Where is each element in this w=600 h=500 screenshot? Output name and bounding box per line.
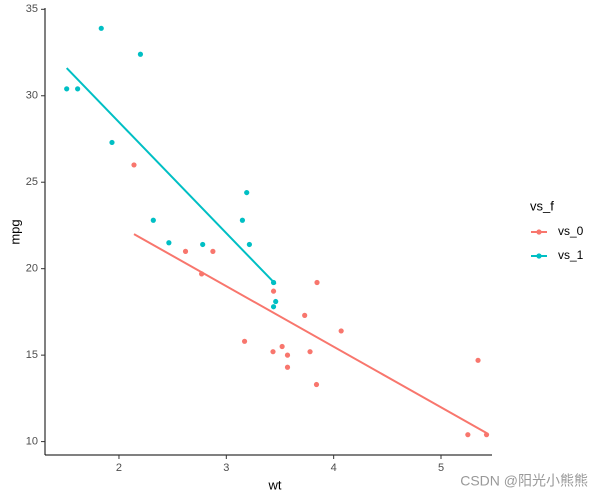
y-tick-label: 30 <box>26 90 38 102</box>
x-axis-title: wt <box>268 477 282 492</box>
point <box>75 86 81 92</box>
point <box>307 349 313 355</box>
point <box>475 357 481 363</box>
point <box>150 217 156 223</box>
point <box>64 86 70 92</box>
fit-line <box>133 233 488 434</box>
y-tick-label: 15 <box>26 349 38 361</box>
point <box>199 271 205 277</box>
legend-label: vs_1 <box>558 248 584 262</box>
watermark: CSDN @阳光小熊熊 <box>460 473 588 489</box>
point <box>137 51 144 57</box>
point <box>270 304 277 310</box>
point <box>210 248 216 254</box>
legend-key-point <box>536 253 542 259</box>
point <box>166 240 172 246</box>
x-tick-label: 2 <box>116 462 122 474</box>
y-tick-label: 25 <box>26 176 38 188</box>
point <box>273 298 279 305</box>
point <box>483 432 490 438</box>
y-tick-label: 10 <box>26 436 38 448</box>
y-tick-label: 20 <box>26 263 38 275</box>
point <box>279 343 285 350</box>
point <box>244 189 250 196</box>
point <box>241 338 248 344</box>
point <box>109 139 115 146</box>
point <box>338 328 344 334</box>
point <box>313 381 320 388</box>
point <box>314 279 320 286</box>
point <box>465 432 471 438</box>
point <box>284 352 291 358</box>
point <box>302 312 308 318</box>
point <box>131 162 137 168</box>
point <box>200 241 206 248</box>
point <box>182 248 189 254</box>
legend-key-point <box>536 229 542 235</box>
point <box>246 241 252 248</box>
y-axis-title: mpg <box>7 219 22 244</box>
point <box>270 279 277 286</box>
x-tick-label: 4 <box>331 462 337 474</box>
fit-line <box>65 67 277 285</box>
point <box>284 364 291 370</box>
x-tick-label: 3 <box>223 462 229 474</box>
x-tick-label: 5 <box>438 462 444 474</box>
legend-label: vs_0 <box>558 224 584 238</box>
legend-title: vs_f <box>530 198 554 213</box>
point <box>239 217 246 223</box>
point <box>270 288 277 294</box>
point <box>98 25 104 31</box>
point <box>270 349 276 355</box>
y-tick-label: 35 <box>26 3 38 15</box>
